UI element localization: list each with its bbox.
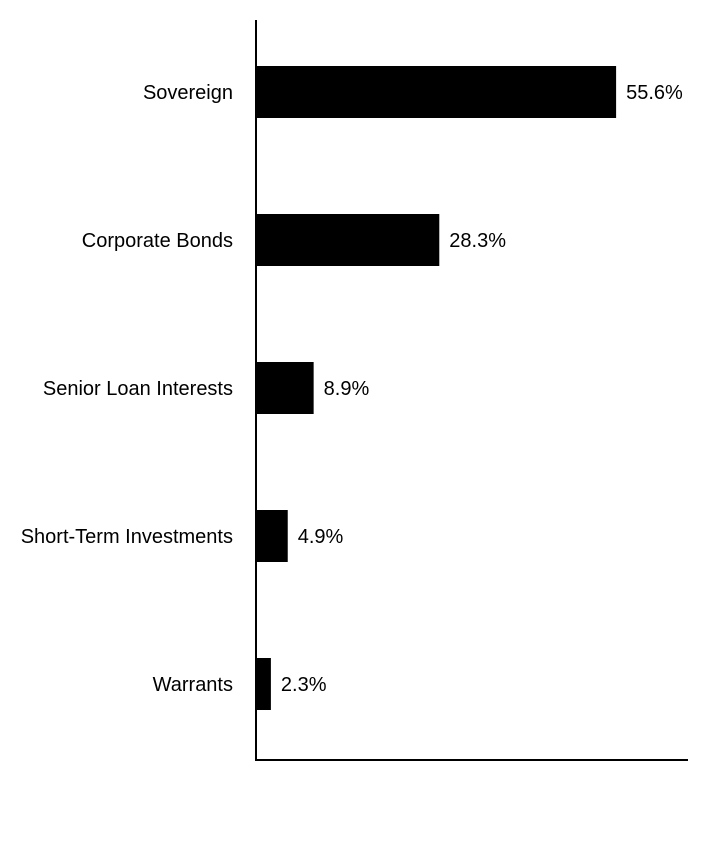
value-label-2: 8.9% xyxy=(324,378,370,400)
value-label-0: 55.6% xyxy=(626,82,683,104)
category-label-3: Short-Term Investments xyxy=(21,526,233,548)
value-label-4: 2.3% xyxy=(281,674,327,696)
category-label-2: Senior Loan Interests xyxy=(43,378,233,400)
value-label-3: 4.9% xyxy=(298,526,344,548)
value-label-1: 28.3% xyxy=(449,230,506,252)
bar-3 xyxy=(256,510,288,562)
category-label-1: Corporate Bonds xyxy=(82,230,233,252)
bar-0 xyxy=(256,66,617,118)
bar-1 xyxy=(256,214,440,266)
bar-4 xyxy=(256,658,271,710)
category-label-0: Sovereign xyxy=(143,82,233,104)
bar-2 xyxy=(256,362,314,414)
category-label-4: Warrants xyxy=(153,674,233,696)
